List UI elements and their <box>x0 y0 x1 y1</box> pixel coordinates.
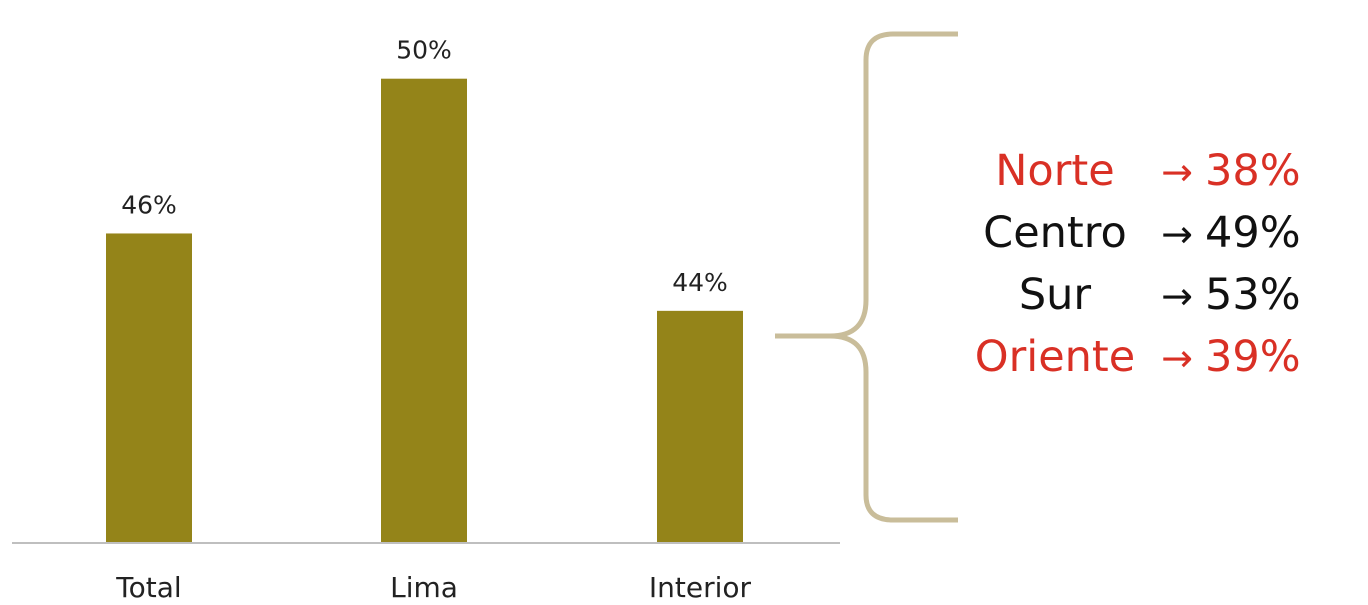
value-labels-group: 46% 50% 44% <box>121 36 728 297</box>
bar-lima <box>381 78 467 543</box>
bar-interior <box>657 310 743 543</box>
interior-breakdown-list: Norte → 38% Centro → 49% Sur → 53% Orien… <box>955 146 1365 394</box>
region-row-oriente: Oriente → 39% <box>955 332 1365 394</box>
bar-value-label: 44% <box>672 268 728 297</box>
category-label: Lima <box>390 571 458 604</box>
region-value: 39% <box>1205 332 1301 382</box>
bars-group <box>106 78 743 543</box>
region-name: Norte <box>995 146 1115 196</box>
arrow-right-icon: → <box>1161 150 1193 194</box>
region-row-norte: Norte → 38% <box>955 146 1365 208</box>
category-labels-group: Total Lima Interior <box>115 571 751 604</box>
bar-value-label: 50% <box>396 36 452 65</box>
region-value: 38% <box>1205 146 1301 196</box>
region-row-centro: Centro → 49% <box>955 208 1365 270</box>
arrow-right-icon: → <box>1161 336 1193 380</box>
category-label: Interior <box>649 571 752 604</box>
region-name: Sur <box>1018 270 1092 320</box>
category-label: Total <box>115 571 181 604</box>
region-name: Centro <box>983 208 1127 258</box>
region-name: Oriente <box>974 332 1136 382</box>
arrow-right-icon: → <box>1161 274 1193 318</box>
arrow-right-icon: → <box>1161 212 1193 256</box>
region-row-sur: Sur → 53% <box>955 270 1365 332</box>
region-value: 49% <box>1205 208 1301 258</box>
bar-total <box>106 233 192 543</box>
interior-bracket <box>775 31 958 523</box>
region-value: 53% <box>1205 270 1301 320</box>
bar-value-label: 46% <box>121 190 177 219</box>
